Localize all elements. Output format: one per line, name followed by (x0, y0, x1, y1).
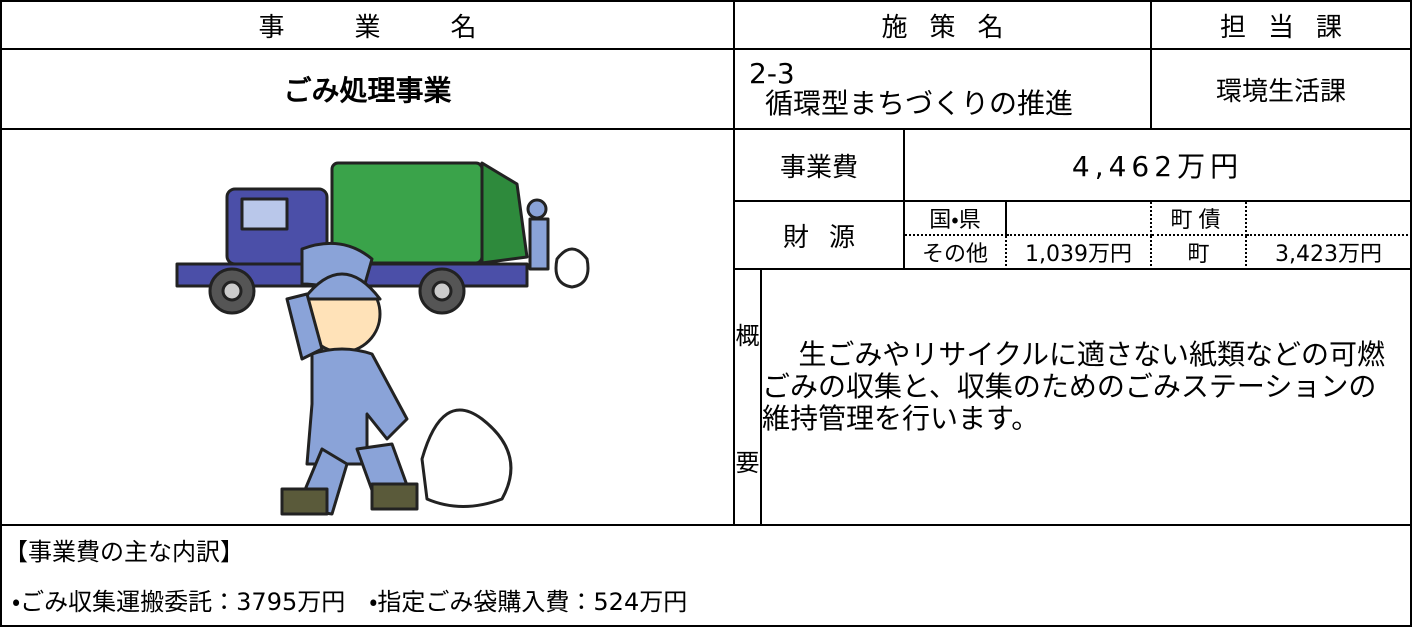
breakdown: 【事業費の主な内訳】 ・ごみ収集運搬委託：3795万円 ・指定ごみ袋購入費：52… (2, 526, 1412, 627)
funding-national-value (1007, 202, 1152, 236)
summary-label-char: 要 (735, 449, 760, 477)
funding-other-label: その他 (905, 236, 1007, 270)
funding-national-label: 国・県 (905, 202, 1007, 236)
funding-other-value: 1,039万円 (1007, 236, 1152, 270)
department: 環境生活課 (1152, 50, 1412, 130)
funding-town-value: 3,423万円 (1247, 236, 1412, 270)
funding-town-label: 町 (1152, 236, 1247, 270)
breakdown-items: ・ごみ収集運搬委託：3795万円 ・指定ごみ袋購入費：524万円 (12, 582, 687, 617)
illustration-cell (2, 130, 735, 526)
illustration (175, 161, 590, 516)
summary-label: 概 要 (735, 270, 762, 526)
funding-bond-value (1247, 202, 1412, 236)
summary-text-cell: 生ごみやリサイクルに適さない紙類などの可燃ごみの収集と、収集のためのごみステーシ… (762, 270, 1412, 526)
project-name: ごみ処理事業 (2, 50, 735, 130)
summary-label-char: 概 (735, 322, 760, 350)
policy-cell: 2-3 循環型まちづくりの推進 (735, 50, 1152, 130)
header-project: 事業名 (2, 2, 735, 50)
header-policy: 施策名 (735, 2, 1152, 50)
policy-name: 循環型まちづくりの推進 (765, 87, 1074, 120)
breakdown-item: ・ごみ収集運搬委託：3795万円 (12, 588, 346, 616)
cost-value: 4,462万円 (905, 130, 1412, 202)
cost-label: 事業費 (735, 130, 905, 202)
breakdown-title: 【事業費の主な内訳】 (4, 538, 244, 566)
funding-bond-label: 町債 (1152, 202, 1247, 236)
policy-number: 2-3 (749, 57, 795, 90)
header-department: 担当課 (1152, 2, 1412, 50)
breakdown-item: ・指定ごみ袋購入費：524万円 (369, 588, 688, 616)
summary-text: 生ごみやリサイクルに適さない紙類などの可燃ごみの収集と、収集のためのごみステーシ… (762, 338, 1385, 435)
funding-label: 財源 (735, 202, 905, 270)
